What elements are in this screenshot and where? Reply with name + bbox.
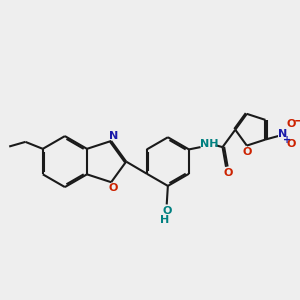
Text: NH: NH — [200, 139, 219, 149]
Text: O: O — [162, 206, 171, 216]
Text: O: O — [223, 168, 232, 178]
Text: N: N — [109, 131, 118, 141]
Text: H: H — [160, 214, 170, 224]
Text: N: N — [278, 129, 287, 139]
Text: O: O — [109, 183, 118, 193]
Text: −: − — [294, 115, 300, 128]
Text: O: O — [242, 147, 251, 157]
Text: O: O — [286, 119, 296, 130]
Text: O: O — [286, 139, 296, 149]
Text: +: + — [284, 134, 292, 145]
